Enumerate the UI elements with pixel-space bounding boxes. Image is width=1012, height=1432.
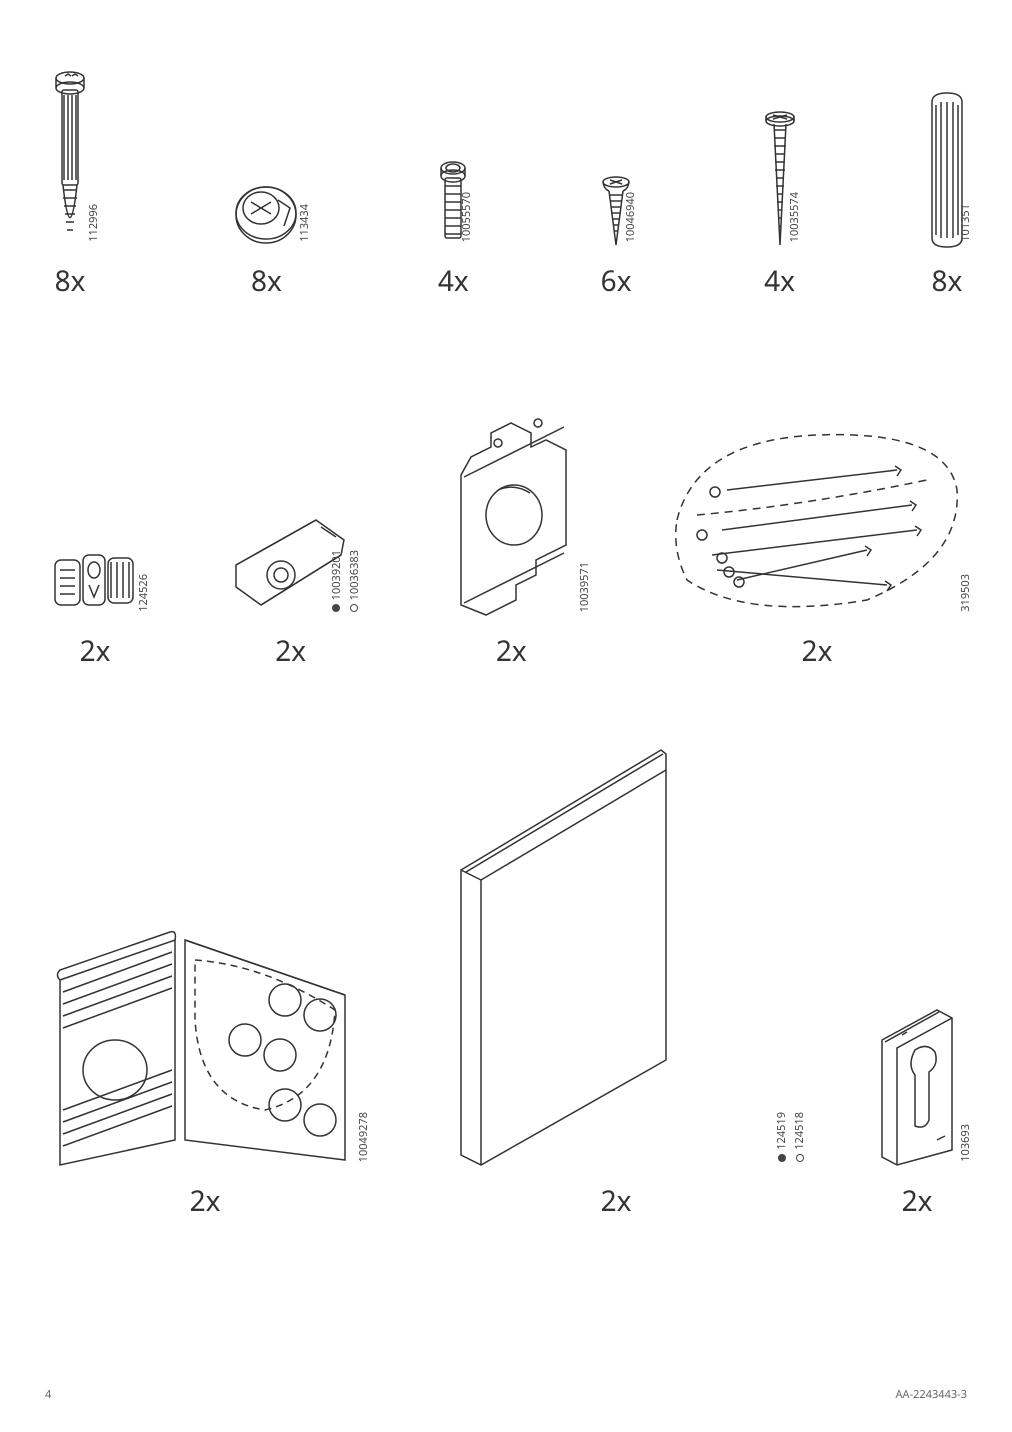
back-panel-icon (431, 740, 801, 1170)
nail-bag-icon (667, 420, 967, 620)
part-number: 113434 (297, 204, 312, 242)
part-cam-bolt: 112996 8x (45, 70, 95, 300)
marker-filled (332, 604, 340, 612)
part-number: 10035574 (787, 192, 802, 242)
parts-row-3: 10049278 2x 124519 124518 (45, 740, 967, 1220)
part-number-group: 124519 124518 (774, 1112, 807, 1162)
part-number-group: 10039201 10036383 (329, 550, 362, 612)
part-number: 10055570 (459, 192, 474, 242)
quantity: 4x (764, 262, 795, 300)
part-number: 124526 (136, 574, 151, 612)
part-cam-lock: 113434 8x (226, 180, 306, 300)
part-short-bolt: 10055570 4x (438, 160, 469, 300)
quantity: 2x (496, 632, 527, 670)
quantity: 2x (601, 1182, 632, 1220)
quantity: 2x (902, 1182, 933, 1220)
parts-row-1: 112996 8x 113434 8x (45, 60, 967, 300)
part-number: 101351 (958, 204, 973, 242)
quantity: 8x (932, 262, 963, 300)
part-nail-bag: 319503 2x (667, 420, 967, 670)
quantity: 4x (438, 262, 469, 300)
part-number: 112996 (86, 204, 101, 242)
quantity: 2x (190, 1182, 221, 1220)
document-id: AA-2243443-3 (896, 1387, 967, 1402)
part-number: 10046940 (623, 192, 638, 242)
part-number: 319503 (958, 574, 973, 612)
keyhole-plate-icon (867, 1000, 967, 1170)
bracket-plate-icon (436, 405, 586, 620)
cam-lock-icon (226, 180, 306, 250)
quantity: 8x (55, 262, 86, 300)
part-wall-bracket: 10049278 2x (45, 910, 365, 1220)
part-back-panel: 124519 124518 2x (431, 740, 801, 1220)
part-number: 10049278 (356, 1112, 371, 1162)
part-screw-1: 10046940 6x (600, 175, 632, 300)
page-number: 4 (45, 1387, 51, 1402)
marker-open (350, 604, 358, 612)
quantity: 2x (80, 632, 111, 670)
quantity: 2x (802, 632, 833, 670)
part-number: 103693 (958, 1124, 973, 1162)
part-hinge-plate: 10039201 10036383 2x (226, 505, 356, 670)
part-screw-2: 10035574 4x (764, 110, 796, 300)
marker-open (796, 1154, 804, 1162)
part-keyhole-plate: 103693 2x (867, 1000, 967, 1220)
part-hinge-clip: 124526 2x (45, 540, 145, 670)
part-bracket-plate: 10039571 2x (436, 405, 586, 670)
part-dowel: 101351 8x (927, 90, 967, 300)
wall-bracket-icon (45, 910, 365, 1170)
quantity: 6x (601, 262, 632, 300)
parts-row-2: 124526 2x 10039201 (45, 370, 967, 670)
page-footer: 4 AA-2243443-3 (45, 1387, 967, 1402)
part-number: 10039571 (577, 562, 592, 612)
quantity: 2x (275, 632, 306, 670)
quantity: 8x (251, 262, 282, 300)
hinge-clip-icon (45, 540, 145, 620)
marker-filled (778, 1154, 786, 1162)
